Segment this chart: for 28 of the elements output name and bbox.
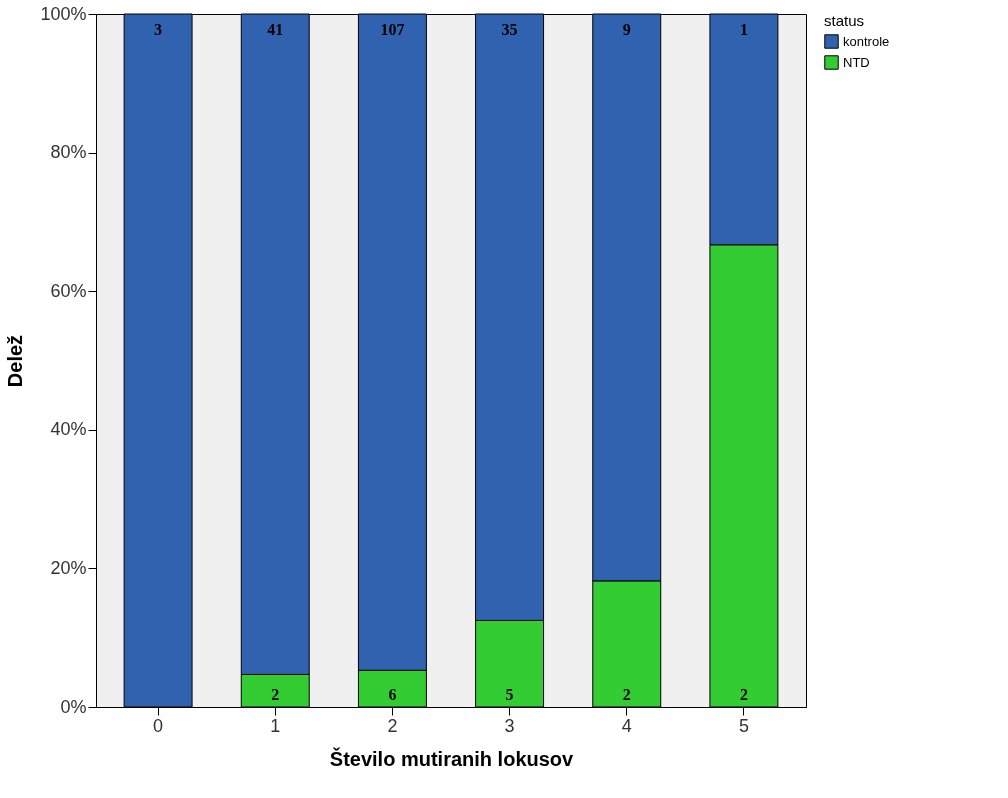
- x-tick-label: 5: [738, 715, 749, 736]
- x-tick-label: 0: [153, 715, 164, 736]
- legend-label: kontrole: [843, 33, 890, 49]
- x-tick-label: 2: [387, 715, 398, 736]
- x-axis-title: Število mutiranih lokusov: [329, 746, 575, 770]
- x-tick-label: 1: [270, 715, 281, 736]
- y-tick-label: 80%: [50, 142, 87, 163]
- y-tick-label: 20%: [50, 557, 87, 578]
- annotation: 107: [380, 21, 405, 38]
- x-tick-label: 4: [621, 715, 632, 736]
- legend-label: NTD: [843, 54, 870, 70]
- annotation: 35: [501, 21, 518, 38]
- x-tick-label: 3: [504, 715, 515, 736]
- annotation: 41: [267, 21, 284, 38]
- annotation: 3: [154, 21, 163, 38]
- annotation: 2: [271, 686, 280, 703]
- annotation: 9: [622, 21, 631, 38]
- annotation: 5: [505, 686, 514, 703]
- legend-title: status: [824, 12, 865, 29]
- annotation: 2: [739, 686, 748, 703]
- annotation: 2: [622, 686, 631, 703]
- y-tick-label: 100%: [40, 3, 87, 24]
- annotation: 1: [739, 21, 748, 38]
- annotation: 6: [388, 686, 397, 703]
- y-tick-label: 60%: [50, 280, 87, 301]
- y-axis-title: Delež: [4, 334, 27, 388]
- y-tick-label: 0%: [60, 696, 87, 717]
- y-tick-label: 40%: [50, 419, 87, 440]
